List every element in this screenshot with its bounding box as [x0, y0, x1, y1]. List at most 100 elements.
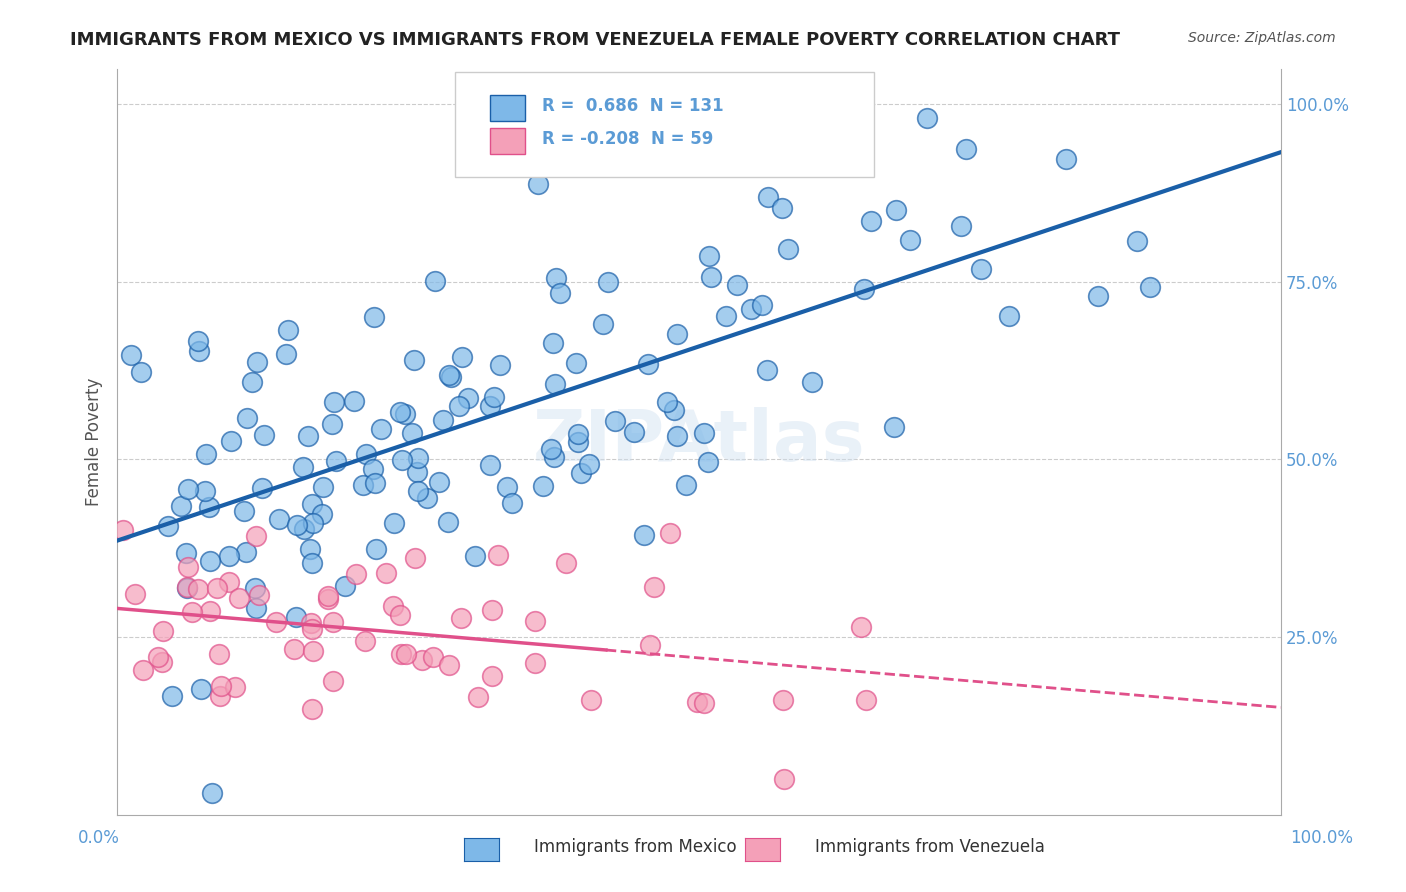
Point: [546, 271, 568, 285]
Point: [250, 481, 273, 495]
Point: [569, 467, 592, 481]
Point: [228, 591, 250, 605]
Point: [187, 334, 209, 349]
Point: [481, 669, 503, 683]
Point: [692, 696, 714, 710]
Point: [301, 622, 323, 636]
Point: [439, 657, 461, 672]
Point: [633, 528, 655, 542]
Point: [235, 545, 257, 559]
Point: [224, 680, 246, 694]
Point: [170, 500, 193, 514]
Point: [439, 368, 461, 382]
Point: [772, 772, 794, 786]
Point: [449, 399, 471, 413]
Point: [699, 269, 721, 284]
Point: [323, 395, 346, 409]
Point: [423, 274, 446, 288]
Point: [148, 650, 170, 665]
Point: [751, 298, 773, 312]
Point: [301, 702, 323, 716]
Point: [316, 589, 339, 603]
Point: [727, 277, 749, 292]
Text: R =  0.686  N = 131: R = 0.686 N = 131: [541, 97, 724, 115]
Point: [382, 516, 405, 530]
Point: [533, 479, 555, 493]
Point: [659, 526, 682, 541]
Point: [201, 786, 224, 800]
Point: [198, 604, 221, 618]
Point: [408, 483, 430, 498]
Point: [235, 410, 257, 425]
Point: [540, 442, 562, 457]
Point: [363, 310, 385, 324]
Point: [287, 518, 309, 533]
Point: [120, 348, 142, 362]
Text: R = -0.208  N = 59: R = -0.208 N = 59: [541, 130, 713, 148]
Point: [354, 447, 377, 461]
Text: 100.0%: 100.0%: [1291, 829, 1353, 847]
Point: [1139, 280, 1161, 294]
Point: [322, 674, 344, 689]
Point: [361, 462, 384, 476]
Point: [404, 551, 426, 566]
Point: [389, 607, 412, 622]
Point: [756, 190, 779, 204]
Text: 0.0%: 0.0%: [77, 829, 120, 847]
Point: [592, 317, 614, 331]
Point: [177, 482, 200, 496]
Point: [366, 541, 388, 556]
Point: [527, 177, 550, 191]
Point: [284, 609, 307, 624]
Point: [422, 650, 444, 665]
Point: [406, 450, 429, 465]
Point: [401, 426, 423, 441]
Point: [800, 376, 823, 390]
Point: [277, 323, 299, 337]
Point: [486, 548, 509, 562]
Point: [129, 365, 152, 379]
Point: [364, 476, 387, 491]
Point: [675, 477, 697, 491]
Point: [1126, 234, 1149, 248]
Point: [335, 579, 357, 593]
Point: [567, 426, 589, 441]
Text: Immigrants from Venezuela: Immigrants from Venezuela: [815, 838, 1045, 855]
Point: [301, 516, 323, 531]
Point: [949, 219, 972, 233]
Point: [344, 566, 367, 581]
Point: [342, 393, 364, 408]
Point: [544, 376, 567, 391]
Point: [312, 480, 335, 494]
Point: [274, 347, 297, 361]
Y-axis label: Female Poverty: Female Poverty: [86, 377, 103, 506]
Point: [394, 407, 416, 421]
Point: [221, 434, 243, 448]
Point: [218, 549, 240, 563]
Text: Immigrants from Mexico: Immigrants from Mexico: [534, 838, 737, 855]
Point: [240, 375, 263, 389]
Text: Source: ZipAtlas.com: Source: ZipAtlas.com: [1188, 31, 1336, 45]
Point: [245, 601, 267, 615]
Point: [264, 615, 287, 629]
Point: [411, 653, 433, 667]
Point: [395, 647, 418, 661]
Point: [755, 363, 778, 377]
Point: [124, 587, 146, 601]
Point: [247, 588, 270, 602]
Point: [291, 460, 314, 475]
Point: [176, 546, 198, 560]
Point: [451, 350, 474, 364]
Point: [301, 497, 323, 511]
FancyBboxPatch shape: [489, 128, 524, 154]
Point: [132, 664, 155, 678]
Point: [883, 420, 905, 434]
FancyBboxPatch shape: [489, 95, 524, 120]
Point: [440, 370, 463, 384]
Point: [194, 483, 217, 498]
Point: [111, 524, 134, 538]
Point: [479, 399, 502, 413]
FancyBboxPatch shape: [454, 72, 873, 177]
Point: [404, 353, 426, 368]
Point: [555, 557, 578, 571]
